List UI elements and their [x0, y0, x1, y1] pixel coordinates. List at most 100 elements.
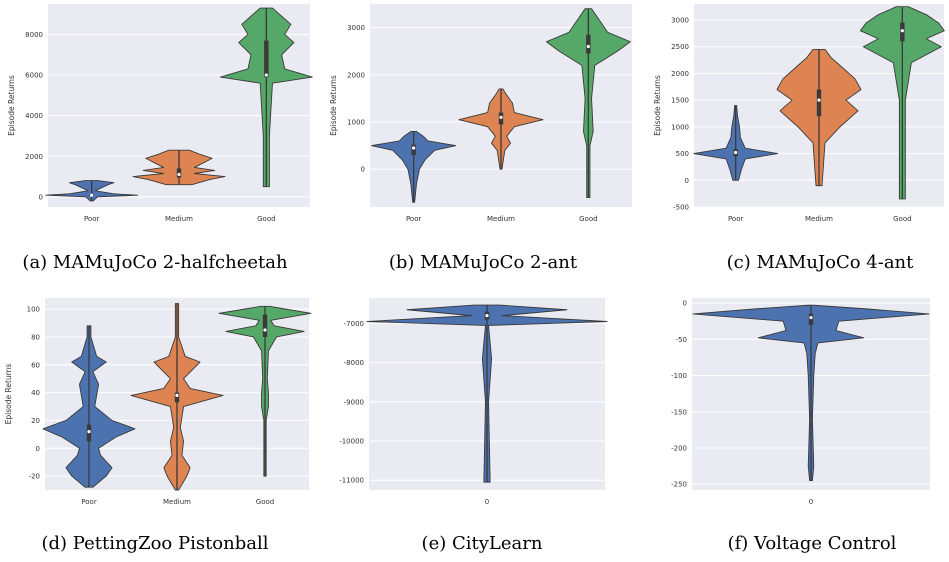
y-tick-label: 0 [685, 177, 689, 185]
y-tick-label: -150 [671, 408, 687, 416]
chart-panel-6: -250 -200 -150 -100 -50 0 0 (f) Voltage Control [671, 298, 930, 554]
violin-good [545, 8, 631, 199]
chart-panel-1: 0 2000 4000 6000 8000 Episode Returns Poor Medi… [7, 4, 313, 273]
y-tick-label: 0 [39, 193, 43, 201]
x-tick-label: Good [256, 498, 274, 506]
y-tick-label: 1500 [671, 97, 689, 105]
y-tick-label: 0 [36, 445, 40, 453]
violin-medium [132, 149, 226, 186]
y-tick-label: 2500 [671, 43, 689, 51]
y-axis-label: Episode Returns [329, 75, 338, 136]
violin-median [499, 115, 503, 119]
x-tick-label: Poor [728, 215, 744, 223]
x-tick-label: Good [893, 215, 911, 223]
chart-panel-4: -20 0 20 40 60 80 100 Episode Returns Poor Medium… [4, 298, 312, 554]
violin-median [175, 393, 179, 397]
y-tick-label: 4000 [25, 112, 43, 120]
y-tick-label: 100 [27, 306, 40, 314]
y-tick-label: -9000 [344, 398, 364, 406]
y-tick-label: 8000 [25, 31, 43, 39]
violin-median [817, 98, 821, 102]
x-tick-label: Medium [487, 215, 515, 223]
figure-caption: (c) MAMuJoCo 4-ant [727, 252, 915, 273]
x-tick-label: Poor [84, 215, 100, 223]
violin-poor [371, 131, 457, 203]
violin-medium [776, 48, 862, 187]
y-tick-label: -8000 [344, 359, 364, 367]
figure-caption: (a) MAMuJoCo 2-halfcheetah [22, 252, 288, 273]
violin-median [734, 150, 738, 155]
y-tick-label: -50 [676, 336, 687, 344]
chart-panel-2: 0 1000 2000 3000 Episode Returns Poor Medium Go… [329, 4, 632, 273]
y-tick-label: 40 [31, 389, 40, 397]
x-tick-label: Medium [805, 215, 833, 223]
y-tick-label: 60 [31, 361, 40, 369]
violin-0 [692, 304, 930, 482]
violin-median [485, 314, 489, 318]
figure-caption: (b) MAMuJoCo 2-ant [389, 252, 578, 273]
violin-0 [366, 304, 608, 483]
violin-good [218, 305, 312, 477]
violin-median [264, 73, 268, 77]
violin-iqr-box [262, 314, 268, 337]
violin-medium [458, 88, 544, 170]
violin-median [90, 193, 94, 197]
violin-iqr-box [174, 392, 180, 403]
y-tick-label: 20 [31, 417, 40, 425]
violin-median [412, 146, 416, 150]
violin-iqr-box [816, 89, 822, 117]
x-tick-label: Medium [163, 498, 191, 506]
x-tick-label: Poor [81, 498, 97, 506]
y-tick-label: 2000 [671, 70, 689, 78]
violin-good [219, 7, 313, 188]
chart-panel-3: -500 0 500 1000 1500 2000 2500 3000 Episode Retu… [653, 4, 945, 273]
y-tick-label: 3000 [671, 17, 689, 25]
violin-iqr-box [808, 313, 814, 325]
y-tick-label: 1000 [671, 123, 689, 131]
y-tick-label: 1000 [347, 119, 365, 127]
violin-iqr-box [264, 40, 269, 78]
y-axis-label: Episode Returns [4, 364, 13, 425]
x-tick-label: Good [579, 215, 597, 223]
y-tick-label: -100 [671, 372, 687, 380]
violin-median [177, 172, 181, 177]
x-tick-label: 0 [485, 498, 489, 506]
violin-poor [693, 105, 779, 181]
violin-median [900, 29, 904, 33]
x-tick-label: 0 [809, 498, 813, 506]
y-tick-label: -11000 [339, 477, 364, 485]
y-tick-label: -200 [671, 444, 687, 452]
x-tick-label: Poor [406, 215, 422, 223]
y-tick-label: 0 [361, 166, 365, 174]
y-tick-label: -10000 [339, 438, 364, 446]
y-tick-label: 3000 [347, 24, 365, 32]
x-tick-label: Medium [165, 215, 193, 223]
violin-medium [130, 303, 224, 491]
x-tick-label: Good [257, 215, 275, 223]
violin-median [263, 328, 267, 332]
y-tick-label: -250 [671, 481, 687, 489]
violin-median [809, 315, 813, 320]
chart-panel-5: -11000 -10000 -9000 -8000 -7000 0 (e) CityLear… [339, 298, 608, 554]
y-tick-label: 500 [676, 150, 689, 158]
violin-poor [45, 180, 139, 202]
y-tick-label: 2000 [347, 71, 365, 79]
y-tick-label: 6000 [25, 72, 43, 80]
violin-iqr-box [411, 144, 416, 156]
figure-caption: (f) Voltage Control [728, 533, 897, 554]
figure-caption: (e) CityLearn [422, 533, 543, 554]
y-axis-label: Episode Returns [653, 75, 662, 136]
violin-median [87, 429, 91, 434]
y-tick-label: 2000 [25, 153, 43, 161]
y-tick-label: 80 [31, 333, 40, 341]
violin-median [586, 44, 590, 49]
violin-good [859, 6, 945, 200]
y-tick-label: -20 [29, 473, 40, 481]
y-axis-label: Episode Returns [7, 75, 16, 136]
violin-iqr-box [586, 34, 591, 54]
y-tick-label: -500 [673, 204, 689, 212]
y-tick-label: -7000 [344, 320, 364, 328]
y-tick-label: 0 [683, 300, 687, 308]
figure-caption: (d) PettingZoo Pistonball [41, 533, 268, 554]
